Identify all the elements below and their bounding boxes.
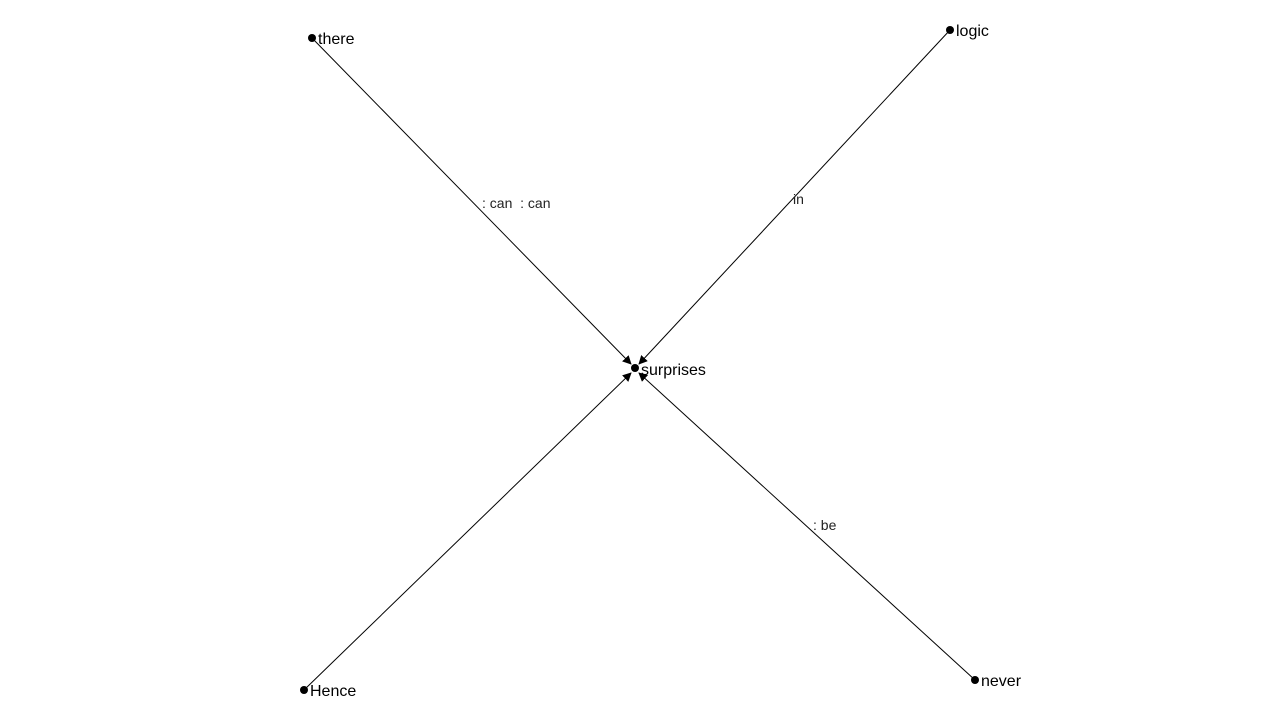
edge-never-surprises: [638, 372, 976, 681]
node-label-never: never: [981, 673, 1022, 690]
node-label-there: there: [318, 31, 355, 48]
node-dot-there[interactable]: [308, 34, 316, 42]
node-dot-logic[interactable]: [946, 26, 954, 34]
edge-label-there-surprises: : can : can: [482, 195, 550, 211]
edge-label-logic-surprises: in: [793, 191, 804, 207]
node-label-logic: logic: [956, 23, 989, 40]
node-label-surprises: surprises: [641, 362, 706, 379]
node-dot-never[interactable]: [971, 676, 979, 684]
edge-logic-surprises: [638, 29, 951, 365]
edge-label-never-surprises: : be: [813, 517, 837, 533]
edge-hence-surprises: [303, 372, 632, 691]
edge-there-surprises: [311, 37, 632, 365]
node-dot-surprises[interactable]: [631, 364, 639, 372]
node-dot-hence[interactable]: [300, 686, 308, 694]
node-label-hence: Hence: [310, 683, 356, 700]
